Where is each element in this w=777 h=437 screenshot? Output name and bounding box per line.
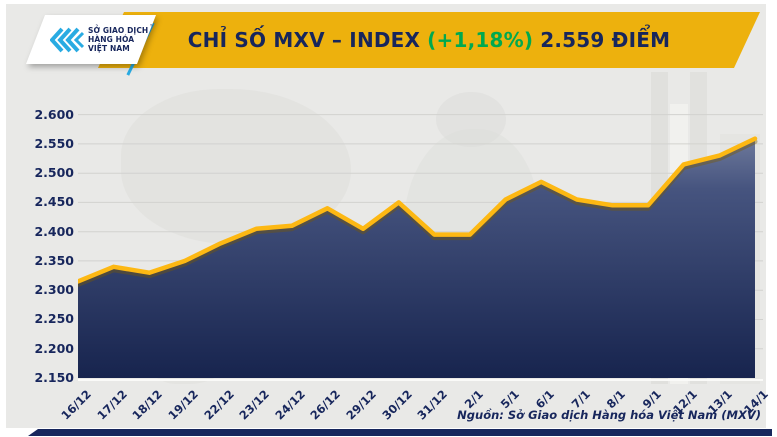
area-fill: [78, 138, 755, 378]
y-tick-label: 2.450: [34, 194, 74, 209]
title-change-percent: (+1,18%): [427, 28, 534, 52]
title-banner: [98, 12, 760, 68]
bottom-accent-bar: [28, 429, 772, 436]
title-main-text: CHỈ SỐ MXV – INDEX: [187, 28, 421, 52]
y-tick-label: 2.300: [34, 282, 74, 297]
source-note: Nguồn: Sở Giao dịch Hàng hóa Việt Nam (M…: [457, 408, 761, 422]
logo-line-3: VIỆT NAM: [88, 44, 130, 53]
y-tick-label: 2.350: [34, 253, 74, 268]
index-area-chart: [78, 114, 763, 381]
logo-line-1: SỞ GIAO DỊCH: [88, 26, 149, 35]
y-tick-label: 2.400: [34, 224, 74, 239]
mxv-logo: SỞ GIAO DỊCH™ HÀNG HÓA VIỆT NAM: [26, 15, 156, 64]
y-tick-label: 2.150: [34, 370, 74, 385]
y-tick-label: 2.250: [34, 311, 74, 326]
y-tick-label: 2.550: [34, 136, 74, 151]
logo-text: SỞ GIAO DỊCH™ HÀNG HÓA VIỆT NAM: [88, 26, 155, 53]
y-tick-label: 2.200: [34, 341, 74, 356]
logo-trademark: ™: [149, 24, 156, 31]
y-tick-label: 2.500: [34, 165, 74, 180]
y-tick-label: 2.600: [34, 107, 74, 122]
mxv-chevrons-icon: [50, 27, 84, 53]
page-title: CHỈ SỐ MXV – INDEX (+1,18%) 2.559 ĐIỂM: [98, 12, 760, 68]
index-line: [78, 136, 758, 284]
logo-line-2: HÀNG HÓA: [88, 35, 135, 44]
title-index-value: 2.559 ĐIỂM: [540, 28, 671, 52]
